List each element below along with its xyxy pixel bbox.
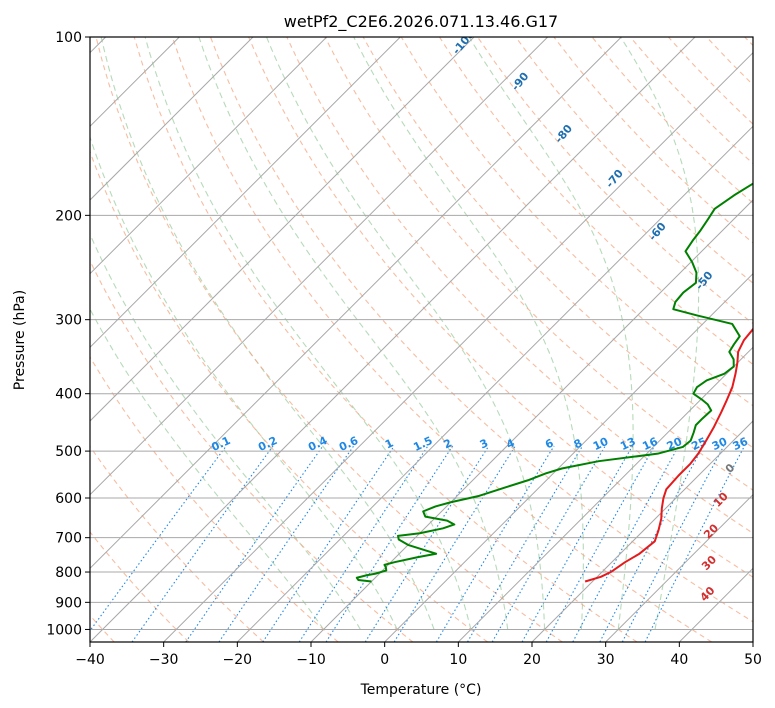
- plot-area: 0.1 0.2 0.4 0.6 1 1.5 2 3 4 6 8 10 13 16 20 25 30 36-100-…: [90, 37, 771, 642]
- x-axis-ticks: −40 −30 −20 −10 0 10 20 30 40 50: [75, 642, 762, 668]
- isotherm-line: [310, 199, 753, 642]
- isotherm-line: [457, 346, 753, 642]
- dry-adiabat-line: [515, 37, 753, 284]
- temperature-profile-line: [584, 327, 753, 583]
- x-tick-label: 20: [523, 652, 541, 668]
- dry-adiabat-line: [209, 37, 753, 623]
- moist-adiabat-line: [90, 232, 361, 630]
- x-axis-title: Temperature (°C): [360, 682, 482, 698]
- dry-adiabat-label: -40: [748, 310, 771, 334]
- plot-frame: [89, 36, 754, 643]
- dry-adiabat-line: [171, 37, 713, 642]
- moist-adiabat-line: [353, 37, 584, 630]
- sounding-series: [355, 182, 753, 583]
- dry-adiabat-line: [400, 37, 753, 407]
- y-tick-label: 700: [55, 531, 82, 547]
- moist-adiabat-line: [620, 37, 700, 630]
- mixing-ratio-line: [131, 445, 274, 642]
- mixing-ratio-line: [435, 445, 555, 642]
- dry-adiabat-line: [90, 150, 488, 642]
- mixing-ratio-line: [298, 445, 429, 642]
- y-tick-label: 200: [55, 208, 82, 224]
- dry-adiabat-line: [95, 37, 563, 642]
- y-tick-label: 800: [55, 565, 82, 581]
- y-tick-label: 300: [55, 313, 82, 329]
- dry-adiabat-line: [90, 355, 339, 642]
- mixing-ratio-label: 36: [731, 435, 751, 453]
- moist-adiabat-line: [468, 37, 634, 630]
- x-tick-label: −30: [149, 652, 179, 668]
- x-tick-label: −10: [296, 652, 326, 668]
- dry-adiabat-line: [248, 37, 753, 578]
- isotherm-line: [531, 420, 753, 642]
- isotherm-grid: [90, 37, 753, 642]
- moist-adiabat-line: [198, 37, 509, 630]
- isotherm-line: [90, 37, 622, 570]
- x-tick-label: 40: [670, 652, 688, 668]
- dry-adiabat-line: [90, 445, 264, 642]
- mixing-ratio-lines: [90, 445, 746, 642]
- y-tick-label: 100: [55, 30, 82, 46]
- x-tick-label: 10: [449, 652, 467, 668]
- isotherm-line: [90, 37, 254, 201]
- moist-adiabat-line: [90, 135, 398, 630]
- mixing-ratio-line: [467, 445, 584, 642]
- dry-adiabat-line: [438, 37, 753, 366]
- isotherm-line: [236, 125, 753, 642]
- isotherm-line: [90, 37, 549, 496]
- mixing-ratio-line: [521, 445, 633, 642]
- isotherm-line: [605, 493, 753, 642]
- isobar-grid: [90, 37, 753, 630]
- moist-adiabats: [90, 37, 700, 630]
- mixing-ratio-label: 25: [689, 435, 708, 453]
- mixing-ratio-line: [364, 445, 490, 642]
- moist-adiabat-line: [100, 37, 435, 630]
- dry-adiabat-line: [90, 531, 190, 642]
- mixing-ratio-label: 10: [591, 435, 611, 453]
- mixing-ratio-line: [644, 445, 746, 642]
- isotherm-line: [163, 51, 753, 642]
- isotherm-line: [90, 37, 475, 422]
- x-tick-label: 30: [597, 652, 615, 668]
- x-tick-label: 50: [744, 652, 762, 668]
- isotherm-line: [90, 37, 328, 275]
- mixing-ratio-line: [325, 445, 454, 642]
- y-tick-label: 400: [55, 387, 82, 403]
- mixing-ratio-line: [218, 445, 355, 642]
- mixing-ratio-line: [393, 445, 516, 642]
- mixing-ratio-line: [185, 445, 324, 642]
- mixing-ratio-label: 30: [710, 435, 730, 453]
- mixing-ratio-line: [621, 445, 725, 642]
- mixing-ratio-label: 13: [618, 435, 637, 453]
- chart-title: wetPf2_C2E6.2026.071.13.46.G17: [284, 12, 558, 32]
- y-axis-title: Pressure (hPa): [12, 290, 28, 390]
- dry-adiabat-line: [133, 37, 638, 642]
- mixing-ratio-label: 16: [640, 435, 660, 453]
- moist-adiabat-line: [144, 37, 472, 630]
- x-tick-label: −40: [75, 652, 105, 668]
- y-tick-label: 600: [55, 491, 82, 507]
- mixing-ratio-line: [545, 445, 656, 642]
- isotherm-line: [90, 37, 401, 349]
- isotherm-line: [90, 37, 696, 642]
- y-axis-ticks: 100 200 300 400 500 600 700 800 900 1000: [46, 30, 90, 638]
- x-tick-label: −20: [223, 652, 253, 668]
- mixing-ratio-line: [262, 445, 395, 642]
- dewpoint-profile-line: [355, 182, 753, 583]
- moist-adiabat-line: [266, 37, 546, 630]
- y-tick-label: 500: [55, 444, 82, 460]
- y-tick-label: 900: [55, 595, 82, 611]
- y-tick-label: 1000: [46, 622, 82, 638]
- isotherm-line: [384, 272, 753, 642]
- x-tick-label: 0: [380, 652, 389, 668]
- moist-adiabat-line: [90, 307, 325, 630]
